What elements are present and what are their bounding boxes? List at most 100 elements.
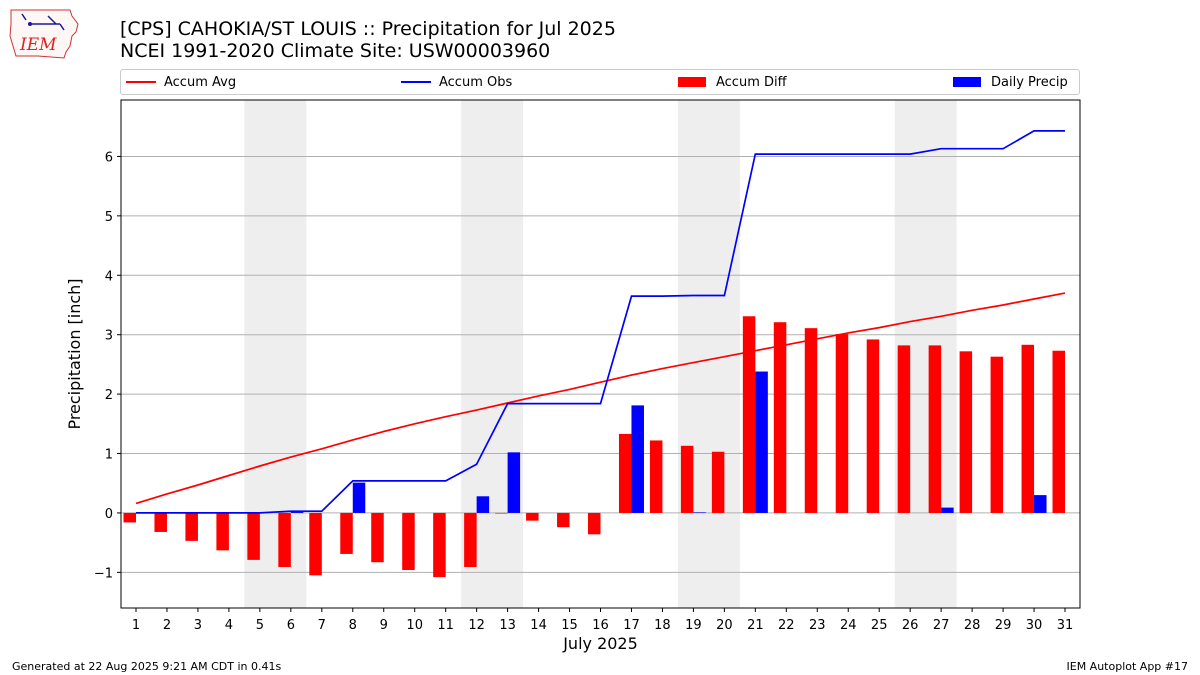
daily-precip-bar <box>941 507 954 513</box>
legend-item-accum-diff: Accum Diff <box>678 70 787 94</box>
accum-diff-bar <box>959 351 973 513</box>
accum-diff-bar <box>711 451 725 513</box>
x-tick-label: 12 <box>468 618 485 633</box>
x-tick-label: 10 <box>406 618 423 633</box>
x-tick-label: 5 <box>256 618 264 633</box>
chart-subtitle: NCEI 1991-2020 Climate Site: USW00003960 <box>120 40 551 62</box>
legend-item-accum-avg: Accum Avg <box>126 70 236 94</box>
daily-precip-bar <box>755 371 768 513</box>
legend-label-accum-obs: Accum Obs <box>439 74 513 90</box>
x-tick-label: 13 <box>499 618 516 633</box>
x-tick-label: 7 <box>318 618 326 633</box>
accum-diff-bar <box>588 512 601 535</box>
x-tick-label: 18 <box>654 618 671 633</box>
y-tick-label: 4 <box>105 269 113 284</box>
x-tick-label: 19 <box>685 618 702 633</box>
accum-diff-bar <box>278 512 291 568</box>
legend-swatch-daily-precip <box>953 77 981 87</box>
x-tick-label: 17 <box>623 618 640 633</box>
y-axis-label: Precipitation [inch] <box>65 278 84 429</box>
daily-precip-bar <box>507 452 521 513</box>
accum-diff-bar <box>371 512 384 563</box>
x-tick-label: 31 <box>1057 618 1074 633</box>
y-tick-label: 2 <box>105 388 113 403</box>
daily-precip-bar <box>693 512 706 513</box>
x-tick-label: 6 <box>287 618 295 633</box>
legend-swatch-accum-obs <box>401 81 431 83</box>
x-tick-label: 16 <box>592 618 609 633</box>
legend-label-daily-precip: Daily Precip <box>991 74 1068 90</box>
legend-label-accum-diff: Accum Diff <box>716 74 787 90</box>
x-tick-label: 4 <box>225 618 233 633</box>
accum-diff-bar <box>866 339 880 513</box>
iem-logo: IEM <box>9 9 79 59</box>
x-tick-label: 29 <box>995 618 1012 633</box>
x-tick-label: 28 <box>964 618 981 633</box>
legend-label-accum-avg: Accum Avg <box>164 74 237 90</box>
accum-diff-bar <box>402 512 415 570</box>
x-tick-label: 25 <box>871 618 888 633</box>
accum-diff-bar <box>804 328 818 513</box>
accum-diff-bar <box>557 512 570 528</box>
x-tick-label: 8 <box>349 618 357 633</box>
y-tick-label: 3 <box>105 329 113 344</box>
accum-diff-bar <box>309 512 322 576</box>
x-tick-label: 11 <box>437 618 454 633</box>
accum-diff-bar <box>618 433 632 513</box>
daily-precip-bar <box>631 405 644 513</box>
accum-diff-bar <box>773 322 787 513</box>
accum-obs-line <box>136 130 1065 514</box>
accum-diff-bar <box>649 440 663 513</box>
accum-diff-bar <box>835 334 849 513</box>
accum-avg-line <box>135 292 1066 505</box>
logo-text: IEM <box>19 35 57 55</box>
x-tick-label: 1 <box>132 618 140 633</box>
accum-diff-bar <box>216 512 229 551</box>
weekend-shade <box>677 100 740 608</box>
weather-station-icon <box>21 13 65 31</box>
accum-diff-bar <box>495 512 508 514</box>
accum-diff-bar <box>464 512 477 568</box>
legend-item-accum-obs: Accum Obs <box>401 70 512 94</box>
accum-diff-bar <box>433 512 446 578</box>
accum-diff-bar <box>185 512 198 541</box>
accum-diff-bar <box>680 445 694 513</box>
legend-swatch-accum-avg <box>126 81 156 83</box>
y-tick-label: 1 <box>105 448 113 463</box>
accum-diff-bar <box>897 345 911 513</box>
x-tick-label: 24 <box>840 618 857 633</box>
x-tick-label: 2 <box>163 618 171 633</box>
y-tick-label: 6 <box>105 150 113 165</box>
y-tick-label: 5 <box>105 210 113 225</box>
y-tick-label: 0 <box>105 507 113 522</box>
x-tick-label: 21 <box>747 618 764 633</box>
daily-precip-bar <box>352 482 366 513</box>
accum-diff-bar <box>928 345 942 513</box>
x-tick-label: 30 <box>1026 618 1043 633</box>
accum-diff-bar <box>123 512 136 523</box>
x-tick-label: 22 <box>778 618 795 633</box>
chart-title: [CPS] CAHOKIA/ST LOUIS :: Precipitation … <box>120 18 616 40</box>
x-tick-label: 3 <box>194 618 202 633</box>
accum-diff-bar <box>1052 350 1066 513</box>
accum-diff-bar <box>154 512 167 532</box>
accum-diff-bar <box>247 512 260 560</box>
accum-diff-bar <box>742 316 756 513</box>
legend-swatch-accum-diff <box>678 77 706 87</box>
x-tick-label: 15 <box>561 618 578 633</box>
x-axis-label: July 2025 <box>562 634 638 653</box>
accum-diff-bar <box>340 512 353 554</box>
x-tick-label: 14 <box>530 618 547 633</box>
footer-app-text: IEM Autoplot App #17 <box>1066 660 1189 673</box>
accum-diff-bar <box>990 356 1004 513</box>
daily-precip-bar <box>476 496 490 513</box>
legend-item-daily-precip: Daily Precip <box>953 70 1068 94</box>
accum-diff-bar <box>526 512 539 521</box>
y-tick-label: −1 <box>94 566 113 581</box>
accum-diff-bar <box>1021 344 1035 513</box>
x-tick-label: 27 <box>933 618 950 633</box>
x-tick-label: 20 <box>716 618 733 633</box>
x-tick-label: 26 <box>902 618 919 633</box>
chart-legend: Accum Avg Accum Obs Accum Diff Daily Pre… <box>120 69 1080 95</box>
